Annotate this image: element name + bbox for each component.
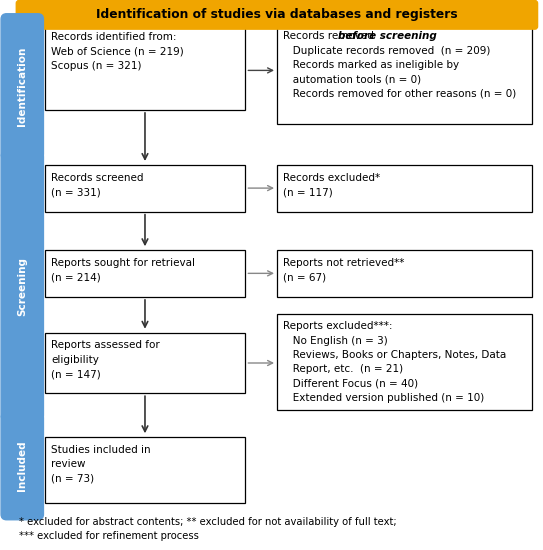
Text: Records marked as ineligible by: Records marked as ineligible by xyxy=(283,60,459,70)
Text: Reports excluded***:: Reports excluded***: xyxy=(283,321,393,331)
Text: Different Focus (n = 40): Different Focus (n = 40) xyxy=(283,378,419,388)
Text: Web of Science (n = 219): Web of Science (n = 219) xyxy=(51,47,184,57)
Text: (n = 331): (n = 331) xyxy=(51,187,101,197)
Text: Reviews, Books or Chapters, Notes, Data: Reviews, Books or Chapters, Notes, Data xyxy=(283,350,507,360)
Text: Reports sought for retrieval: Reports sought for retrieval xyxy=(51,258,195,268)
Text: * excluded for abstract contents; ** excluded for not availability of full text;: * excluded for abstract contents; ** exc… xyxy=(19,517,396,527)
Text: eligibility: eligibility xyxy=(51,355,99,365)
Text: (n = 73): (n = 73) xyxy=(51,474,94,483)
FancyBboxPatch shape xyxy=(1,151,43,421)
Text: Records identified from:: Records identified from: xyxy=(51,32,176,42)
Bar xyxy=(277,314,532,410)
Text: Studies included in: Studies included in xyxy=(51,445,150,455)
Text: (n = 117): (n = 117) xyxy=(283,187,333,197)
Bar xyxy=(45,333,245,393)
Text: Scopus (n = 321): Scopus (n = 321) xyxy=(51,61,142,71)
Text: (n = 214): (n = 214) xyxy=(51,272,101,282)
Text: Extended version published (n = 10): Extended version published (n = 10) xyxy=(283,393,485,403)
Bar xyxy=(277,165,532,212)
Bar xyxy=(45,165,245,212)
Text: Identification of studies via databases and registers: Identification of studies via databases … xyxy=(96,8,458,21)
Text: No English (n = 3): No English (n = 3) xyxy=(283,336,388,345)
Text: Identification: Identification xyxy=(17,47,27,127)
Bar xyxy=(45,250,245,297)
Text: (n = 147): (n = 147) xyxy=(51,369,101,379)
Bar xyxy=(45,25,245,110)
Text: Records removed for other reasons (n = 0): Records removed for other reasons (n = 0… xyxy=(283,89,517,98)
Text: Records excluded*: Records excluded* xyxy=(283,173,381,183)
Text: review: review xyxy=(51,459,86,469)
Text: Included: Included xyxy=(17,441,27,492)
Bar xyxy=(45,437,245,503)
Text: Records removed: Records removed xyxy=(283,31,377,41)
Text: Reports assessed for: Reports assessed for xyxy=(51,340,160,350)
Text: before screening: before screening xyxy=(338,31,437,41)
Bar xyxy=(277,250,532,297)
Text: automation tools (n = 0): automation tools (n = 0) xyxy=(283,74,421,84)
Text: *** excluded for refinement process: *** excluded for refinement process xyxy=(19,531,199,541)
Text: Duplicate records removed  (n = 209): Duplicate records removed (n = 209) xyxy=(283,46,491,56)
Text: Records screened: Records screened xyxy=(51,173,143,183)
Text: :: : xyxy=(392,31,395,41)
FancyBboxPatch shape xyxy=(16,1,538,29)
FancyBboxPatch shape xyxy=(1,412,43,520)
FancyBboxPatch shape xyxy=(1,14,43,159)
Text: Report, etc.  (n = 21): Report, etc. (n = 21) xyxy=(283,364,403,374)
Bar xyxy=(277,24,532,124)
Text: (n = 67): (n = 67) xyxy=(283,272,326,282)
Text: Screening: Screening xyxy=(17,256,27,316)
Text: Reports not retrieved**: Reports not retrieved** xyxy=(283,258,405,268)
